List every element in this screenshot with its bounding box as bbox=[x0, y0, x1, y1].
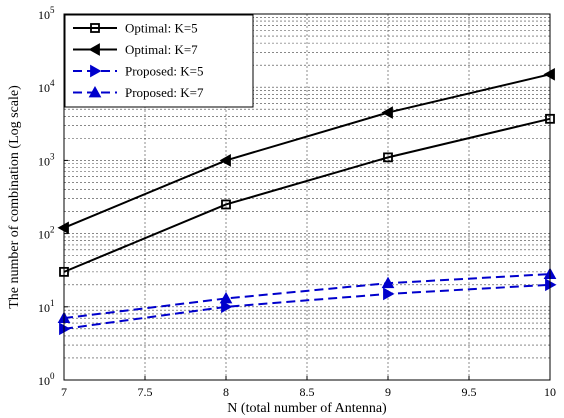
data-point-series-2 bbox=[219, 154, 231, 167]
legend-label-3: Proposed: K=5 bbox=[125, 64, 203, 79]
y-tick-label: 103 bbox=[38, 151, 55, 168]
y-tick-label: 105 bbox=[38, 5, 55, 22]
series-line-1 bbox=[63, 117, 551, 273]
data-point-series-2 bbox=[543, 67, 555, 81]
legend-label-4: Proposed: K=7 bbox=[125, 85, 204, 100]
y-tick-label: 100 bbox=[38, 371, 55, 388]
y-tick-label: 102 bbox=[38, 225, 55, 242]
x-tick-label: 8 bbox=[223, 385, 229, 399]
x-axis-title: N (total number of Antenna) bbox=[227, 401, 387, 416]
x-tick-label: 9 bbox=[385, 385, 391, 399]
data-point-series-2 bbox=[381, 106, 393, 119]
data-point-series-3 bbox=[221, 300, 233, 314]
data-point-series-4 bbox=[381, 276, 395, 289]
data-point-series-2 bbox=[57, 221, 69, 235]
ticks: 7 7.5 8 8.5 9 9.5 10 100 101 102 103 104 105 bbox=[38, 5, 556, 399]
data-point-series-1 bbox=[221, 199, 231, 210]
legend: Optimal: K=5 Optimal: K=7 Proposed: K=5 Pro… bbox=[64, 14, 254, 108]
x-tick-label: 7 bbox=[61, 385, 67, 399]
data-point-series-3 bbox=[59, 322, 71, 336]
data-point-series-4 bbox=[219, 291, 233, 304]
data-point-series-3 bbox=[383, 287, 395, 301]
series-line-3 bbox=[63, 283, 551, 330]
legend-label-2: Optimal: K=7 bbox=[125, 42, 198, 57]
data-point-series-3 bbox=[545, 278, 557, 292]
y-tick-label: 101 bbox=[38, 298, 55, 315]
legend-label-1: Optimal: K=5 bbox=[125, 21, 198, 36]
legend-marker-2 bbox=[88, 43, 100, 56]
x-tick-label: 10 bbox=[544, 385, 556, 399]
y-tick-label: 104 bbox=[38, 78, 55, 95]
legend-marker-1 bbox=[90, 23, 100, 33]
data-point-series-1 bbox=[383, 152, 393, 163]
series-line-4 bbox=[63, 273, 551, 320]
legend-marker-4 bbox=[88, 85, 102, 98]
x-tick-label: 7.5 bbox=[138, 385, 153, 399]
x-tick-label: 9.5 bbox=[462, 385, 477, 399]
x-tick-label: 8.5 bbox=[300, 385, 315, 399]
series-line-2 bbox=[63, 73, 551, 229]
legend-marker-3 bbox=[90, 64, 102, 78]
y-axis-title: The number of combination (Log scale) bbox=[7, 85, 22, 309]
